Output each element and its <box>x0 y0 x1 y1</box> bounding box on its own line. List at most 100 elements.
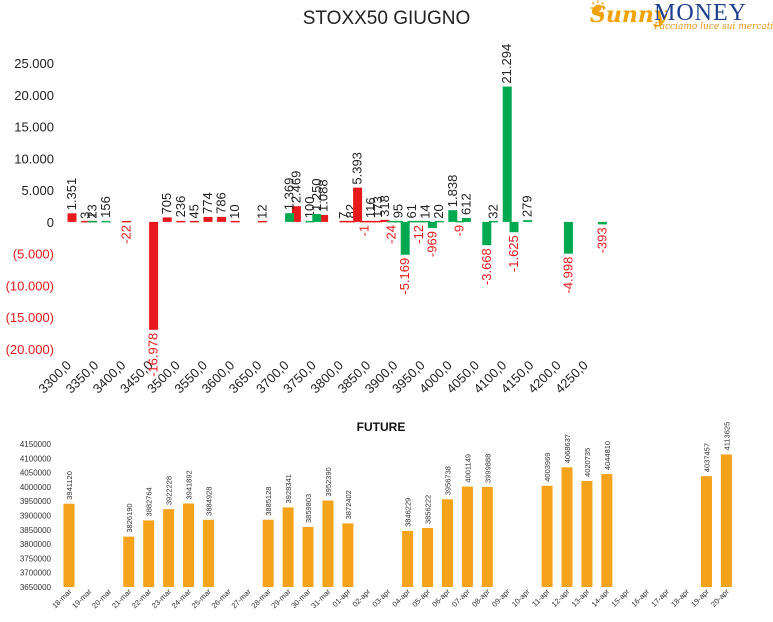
y-tick-label: 0 <box>47 215 54 230</box>
bar <box>203 216 213 222</box>
x-tick-label: 03-apr <box>370 587 392 609</box>
y-tick-label: 3900000 <box>20 512 52 521</box>
future-bar-label: 3941892 <box>185 470 194 499</box>
future-bar-label: 3956738 <box>443 466 452 495</box>
sun-icon <box>590 0 606 16</box>
bar <box>455 220 465 223</box>
x-tick-label: 20-apr <box>709 587 731 609</box>
future-bar <box>302 526 314 587</box>
future-bar <box>63 503 75 587</box>
bar-value-label: -5.169 <box>397 258 412 295</box>
bar <box>291 206 301 222</box>
bar-value-label: 1.369 <box>282 178 297 211</box>
future-bar-label: 3952390 <box>324 467 333 496</box>
future-bar <box>262 519 274 587</box>
future-bar-label: 3826190 <box>125 503 134 532</box>
bar <box>509 221 519 233</box>
bar-value-label: -4.998 <box>560 257 575 294</box>
future-bar <box>601 474 613 587</box>
future-bar-label: 4068637 <box>563 434 572 463</box>
x-tick-label: 19-apr <box>689 587 711 609</box>
x-tick-label: 20-mar <box>90 587 114 611</box>
x-tick-label: 10-apr <box>510 587 532 609</box>
bar-value-label: 2.469 <box>288 171 303 204</box>
future-bar-label: 3856222 <box>424 495 433 524</box>
bar <box>482 221 492 246</box>
bar-value-label: 116 <box>363 197 378 218</box>
y-tick-label: 5.000 <box>21 183 54 198</box>
bar <box>461 217 471 222</box>
future-bar <box>441 499 453 587</box>
x-tick-label: 04-apr <box>390 587 412 609</box>
bar <box>285 213 295 222</box>
x-tick-label: 28-mar <box>249 587 273 611</box>
y-tick-label: (10.000) <box>6 278 54 293</box>
brand-tagline: Facciamo luce sui mercati <box>654 22 773 32</box>
future-bar <box>700 476 712 587</box>
future-title: FUTURE <box>357 420 406 434</box>
future-bar <box>541 485 553 587</box>
y-tick-label: 20.000 <box>14 88 54 103</box>
x-tick-label: 14-apr <box>590 587 612 609</box>
bar <box>407 220 417 223</box>
bar-value-label: 1.088 <box>316 179 331 212</box>
bar <box>312 213 322 222</box>
brand-logo: Sunny MONEY Facciamo luce sui mercati <box>590 0 773 40</box>
bar-value-label: -12 <box>411 225 426 244</box>
x-tick-label: 30-mar <box>289 587 313 611</box>
bar <box>393 220 403 223</box>
bar <box>217 216 227 222</box>
bar-value-label: -9 <box>452 225 467 237</box>
x-tick-label: 01-apr <box>331 587 353 609</box>
bar <box>434 220 444 223</box>
x-tick-label: 18-mar <box>50 587 74 611</box>
bar <box>359 220 369 223</box>
x-tick-label: 29-mar <box>269 587 293 611</box>
x-tick-label: 26-mar <box>210 587 234 611</box>
x-tick-label: 05-apr <box>410 587 432 609</box>
bar <box>353 187 363 222</box>
bar-value-label: -24 <box>384 225 399 244</box>
bar <box>346 220 356 223</box>
brand-name-sunny: Sunny <box>590 2 667 28</box>
future-bar <box>422 528 434 587</box>
bar-value-label: 236 <box>173 196 188 218</box>
bar-value-label: -1.625 <box>506 235 521 272</box>
bar <box>502 86 512 222</box>
future-bar <box>282 507 294 587</box>
y-tick-label: 3950000 <box>20 497 52 506</box>
y-tick-label: 4150000 <box>20 440 52 449</box>
future-bar-label: 3846229 <box>404 498 413 527</box>
y-tick-label: 4000000 <box>20 483 52 492</box>
future-bar-label: 3922228 <box>165 476 174 505</box>
x-tick-label: 25-mar <box>190 587 214 611</box>
future-price-chart: FUTURE 4150000 4100000 4050000 4000000 395000… <box>20 420 732 611</box>
bar <box>176 220 186 223</box>
bar-value-label: -393 <box>594 227 609 253</box>
bar-value-label: -22 <box>118 225 133 244</box>
bar <box>597 221 607 225</box>
future-bar <box>342 523 354 587</box>
future-bar-label: 3999888 <box>483 454 492 483</box>
future-bar-label: 3885128 <box>264 487 273 516</box>
bar <box>366 220 376 223</box>
y-tick-label: (5.000) <box>13 247 54 262</box>
future-bar-label: 4113625 <box>722 422 731 451</box>
y-tick-label: 3800000 <box>20 540 52 549</box>
bar-value-label: 95 <box>390 204 405 218</box>
x-tick-label: 16-apr <box>629 587 651 609</box>
future-bar <box>123 536 135 587</box>
bar <box>489 220 499 223</box>
x-tick-label: 19-mar <box>70 587 94 611</box>
bar-value-label: 45 <box>186 204 201 218</box>
bar <box>563 221 573 254</box>
future-bar <box>163 509 175 587</box>
bar-value-label: 3 <box>78 212 93 219</box>
bar <box>319 214 329 222</box>
future-bar <box>481 486 493 587</box>
y-tick-label: 3750000 <box>20 554 52 563</box>
bar-value-label: 23 <box>84 204 99 218</box>
future-bar-label: 3872402 <box>344 490 353 519</box>
bar <box>523 220 533 222</box>
bar-value-label: 279 <box>520 195 535 217</box>
